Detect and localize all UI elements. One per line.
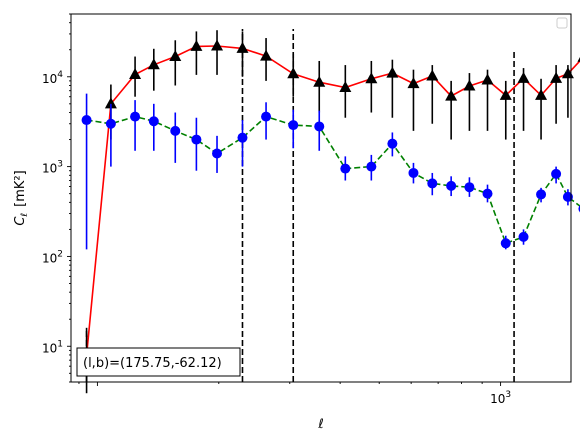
y-tick-label: 104 bbox=[42, 70, 63, 86]
x-tick-label: 103 bbox=[490, 390, 511, 406]
circle-marker bbox=[518, 231, 529, 242]
triangle-marker bbox=[236, 41, 249, 53]
annotation-box bbox=[76, 347, 241, 377]
y-axis-label-unit: [mK²] bbox=[13, 170, 28, 207]
triangle-marker bbox=[104, 97, 117, 109]
triangle-marker bbox=[550, 71, 563, 83]
triangle-marker bbox=[407, 77, 420, 89]
circle-marker bbox=[148, 116, 159, 127]
circle-marker bbox=[562, 191, 573, 202]
triangle-marker bbox=[190, 39, 203, 51]
triangle-marker bbox=[577, 57, 580, 62]
triangle-marker bbox=[463, 79, 476, 91]
triangle-marker bbox=[481, 73, 494, 85]
circle-marker bbox=[212, 148, 223, 159]
x-axis-label: ℓ bbox=[317, 417, 323, 432]
triangle-marker bbox=[129, 68, 142, 80]
circle-marker bbox=[130, 111, 141, 122]
plot-frame bbox=[70, 13, 572, 383]
circle-marker bbox=[191, 134, 202, 145]
circle-marker bbox=[288, 120, 299, 131]
circle-marker bbox=[170, 125, 181, 136]
circle-marker bbox=[81, 115, 92, 126]
circle-marker bbox=[105, 118, 116, 129]
circle-marker bbox=[261, 111, 272, 122]
triangle-marker bbox=[445, 89, 458, 101]
circle-marker bbox=[237, 132, 248, 143]
triangle-marker bbox=[499, 88, 512, 100]
circle-marker bbox=[340, 163, 351, 174]
y-axis-label-main: C bbox=[13, 216, 28, 226]
circle-marker bbox=[536, 189, 547, 200]
y-axis-label-sub: ℓ bbox=[20, 213, 30, 218]
circle-marker bbox=[464, 182, 475, 193]
triangle-marker bbox=[169, 50, 182, 62]
triangle-marker bbox=[260, 49, 273, 61]
triangle-marker bbox=[517, 71, 530, 83]
circle-marker bbox=[482, 188, 493, 199]
triangle-marker bbox=[386, 66, 399, 78]
y-axis-label: Cℓ [mK²] bbox=[13, 170, 30, 225]
circle-marker bbox=[408, 167, 419, 178]
circle-marker bbox=[366, 161, 377, 172]
tick-group: 101 102 103 104 103 bbox=[42, 13, 511, 406]
series-group bbox=[80, 30, 580, 394]
triangle-marker bbox=[535, 88, 548, 100]
legend-box bbox=[556, 17, 568, 29]
circle-marker bbox=[446, 180, 457, 191]
triangle-marker bbox=[147, 58, 160, 70]
triangle-marker bbox=[313, 75, 326, 87]
triangle-marker bbox=[211, 39, 224, 51]
triangle-marker bbox=[365, 72, 378, 84]
y-tick-label: 103 bbox=[42, 160, 63, 176]
triangle-marker bbox=[287, 67, 300, 79]
y-tick-label: 101 bbox=[42, 339, 63, 355]
circle-marker bbox=[314, 121, 325, 132]
triangle-marker bbox=[339, 80, 352, 92]
circle-marker bbox=[551, 168, 562, 179]
circle-marker bbox=[500, 238, 511, 249]
circle-marker bbox=[387, 138, 398, 149]
circle-marker bbox=[427, 178, 438, 189]
triangle-marker bbox=[426, 69, 439, 81]
y-tick-label: 102 bbox=[42, 249, 63, 265]
annotation-text: (l,b)=(175.75,-62.12) bbox=[83, 356, 222, 371]
vertical-line-group bbox=[85, 29, 515, 382]
